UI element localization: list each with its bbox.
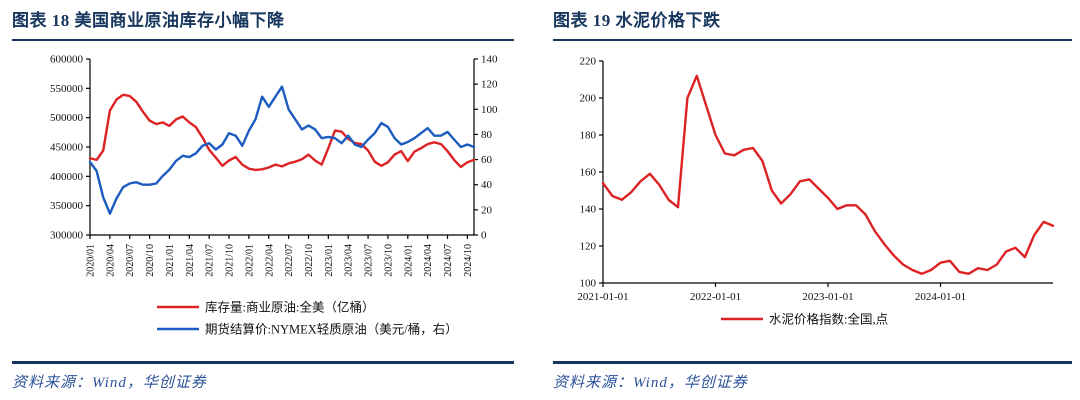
svg-text:2020/10: 2020/10 [145,244,156,277]
source-rule [553,361,1072,364]
svg-text:550000: 550000 [50,83,84,95]
svg-text:20: 20 [481,204,493,216]
svg-text:100: 100 [481,104,498,116]
svg-text:60: 60 [481,154,493,166]
svg-text:2022-01-01: 2022-01-01 [690,291,741,303]
svg-text:400000: 400000 [50,171,84,183]
svg-text:2024/10: 2024/10 [463,244,474,277]
svg-text:120: 120 [481,79,498,91]
chart-area: 220 200 180 160 140 120 100 2021-01-01 2022-01-0… [553,45,1072,352]
svg-text:220: 220 [580,56,597,68]
svg-text:2023/04: 2023/04 [344,244,355,277]
svg-text:2021-01-01: 2021-01-01 [577,291,628,303]
title-rule [553,39,1072,41]
source-text: 资料来源：Wind，华创证券 [12,375,207,391]
svg-text:2024/07: 2024/07 [443,244,454,277]
figure-title: 图表 19 水泥价格下跌 [553,11,721,30]
svg-text:2021/07: 2021/07 [205,244,216,277]
crude-inventory-chart: 600000 550000 500000 450000 400000 350000 3000… [50,54,498,337]
svg-text:40: 40 [481,179,493,191]
svg-text:2023/10: 2023/10 [383,244,394,277]
svg-text:160: 160 [580,167,597,179]
chart-area: 600000 550000 500000 450000 400000 350000 3000… [12,45,514,352]
svg-text:120: 120 [580,241,597,253]
svg-text:2021/10: 2021/10 [225,244,236,277]
figure-title: 图表 18 美国商业原油库存小幅下降 [12,11,285,30]
svg-text:80: 80 [481,129,493,141]
svg-text:500000: 500000 [50,112,84,124]
svg-text:2023/01: 2023/01 [324,244,335,277]
svg-text:0: 0 [481,230,487,242]
svg-text:2021/01: 2021/01 [165,244,176,277]
svg-text:期货结算价:NYMEX轻质原油（美元/桶，右）: 期货结算价:NYMEX轻质原油（美元/桶，右） [205,322,458,337]
svg-text:2020/04: 2020/04 [105,244,116,277]
svg-text:350000: 350000 [50,200,84,212]
svg-text:2022/07: 2022/07 [284,244,295,277]
svg-text:2024/04: 2024/04 [423,244,434,277]
svg-text:2022/01: 2022/01 [244,244,255,277]
source-footer: 资料来源：Wind，华创证券 [553,361,1072,392]
figure-panel-cement-price: 图表 19 水泥价格下跌 220 200 180 160 140 120 100 2021-0… [553,8,1072,394]
source-rule [12,361,514,364]
svg-text:140: 140 [481,54,498,66]
source-footer: 资料来源：Wind，华创证券 [12,361,514,392]
svg-text:库存量:商业原油:全美（亿桶）: 库存量:商业原油:全美（亿桶） [205,300,374,315]
svg-text:100: 100 [580,278,597,290]
svg-text:2022/04: 2022/04 [264,244,275,277]
svg-text:2021/04: 2021/04 [185,244,196,277]
svg-text:2023/07: 2023/07 [364,244,375,277]
svg-text:200: 200 [580,93,597,105]
svg-text:450000: 450000 [50,142,84,154]
figure-panel-crude-oil: 图表 18 美国商业原油库存小幅下降 600000 550000 500000 450… [12,8,514,394]
svg-text:水泥价格指数:全国,点: 水泥价格指数:全国,点 [769,312,888,327]
svg-text:2020/01: 2020/01 [86,244,97,277]
title-rule [12,39,514,41]
svg-text:2023-01-01: 2023-01-01 [802,291,853,303]
svg-text:2024/01: 2024/01 [403,244,414,277]
svg-text:600000: 600000 [50,54,84,66]
svg-text:300000: 300000 [50,230,84,242]
svg-text:140: 140 [580,204,597,216]
svg-text:180: 180 [580,130,597,142]
svg-text:2020/07: 2020/07 [125,244,136,277]
source-text: 资料来源：Wind，华创证券 [553,375,748,391]
svg-text:2022/10: 2022/10 [304,244,315,277]
svg-text:2024-01-01: 2024-01-01 [915,291,966,303]
